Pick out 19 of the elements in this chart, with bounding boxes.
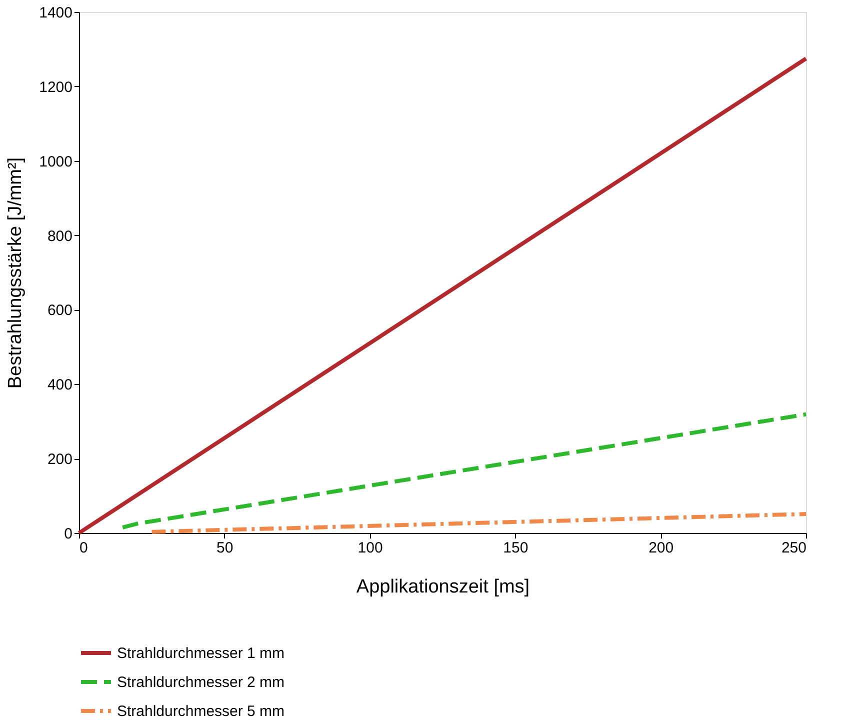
legend-label: Strahldurchmesser 2 mm [117, 674, 285, 691]
x-tick-label: 0 [80, 540, 88, 556]
y-axis-title: Bestrahlungsstärke [J/mm²] [5, 157, 26, 389]
x-tick-label: 50 [216, 540, 234, 556]
x-tick-label: 200 [648, 540, 674, 556]
x-axis-title: Applikationszeit [ms] [356, 576, 530, 598]
y-tick-label: 800 [47, 228, 72, 245]
y-tick-label: 1000 [39, 153, 72, 170]
y-tick-label: 600 [47, 302, 72, 320]
y-tick-label: 0 [64, 526, 72, 542]
y-tick-label: 1200 [39, 78, 72, 96]
legend-label: Strahldurchmesser 5 mm [117, 703, 285, 720]
x-tick-label: 100 [358, 540, 383, 556]
y-tick-label: 400 [47, 376, 72, 394]
y-tick-label: 1400 [39, 4, 72, 22]
x-tick-label: 250 [781, 540, 806, 556]
x-tick-label: 150 [503, 540, 528, 556]
legend-label: Strahldurchmesser 1 mm [117, 645, 285, 662]
y-tick-label: 200 [47, 451, 72, 468]
